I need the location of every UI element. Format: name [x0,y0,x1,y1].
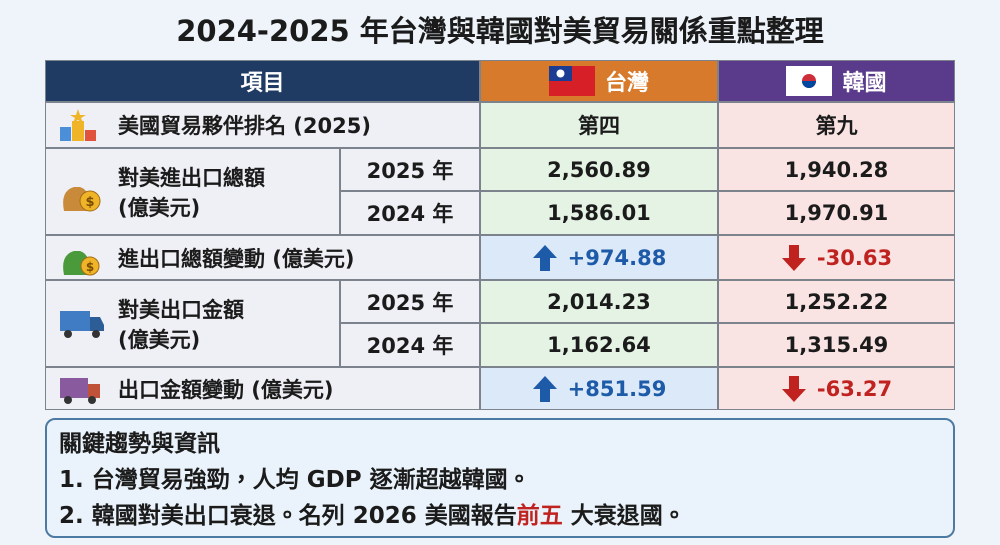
note-item: 1. 台灣貿易強勁，人均 GDP 逐漸超越韓國。 [59,462,941,498]
row-label: $ 對美進出口總額 (億美元) [45,148,340,235]
change-value: -63.27 [816,376,893,401]
icon-money-green: $ [63,250,100,275]
taiwan-change: +974.88 [480,235,718,280]
label-text: 出口金額變動 (億美元) [118,377,334,402]
year: 2025 年 [340,280,480,323]
korea-change: -30.63 [718,235,955,280]
header-text: 台灣 [604,71,649,96]
year: 2024 年 [340,323,480,367]
korea-change: -63.27 [718,367,955,410]
taiwan-value: 2,560.89 [480,148,718,191]
change-value: +974.88 [567,245,667,270]
korea-value: 1,940.28 [718,148,955,191]
row-label: 對美出口金額 (億美元) [45,280,340,367]
header-item: 項目 [45,60,480,102]
change-value: -30.63 [816,245,893,270]
icon-podium [60,109,96,141]
notes-box: 關鍵趨勢與資訊 1. 台灣貿易強勁，人均 GDP 逐漸超越韓國。 2. 韓國對美… [45,418,955,538]
year: 2025 年 [340,148,480,191]
korea-value: 第九 [718,102,955,148]
row-label: 美國貿易夥伴排名 (2025) [45,102,480,148]
icon-truck [60,311,104,338]
header-taiwan: 台灣 [480,60,718,102]
note-text: 大衰退國。 [570,503,686,529]
svg-text:$: $ [86,260,94,274]
note-highlight: 前五 [516,503,563,529]
svg-text:$: $ [85,195,94,210]
flag-taiwan [548,66,595,96]
header-text: 韓國 [842,71,887,96]
korea-value: 1,315.49 [718,323,955,367]
label-text: 進出口總額變動 (億美元) [118,246,355,271]
notes-title: 關鍵趨勢與資訊 [59,431,220,457]
label-text: (億美元) [118,327,201,352]
row-label: 出口金額變動 (億美元) [45,367,480,410]
icon-money: $ [63,187,101,212]
note-item: 2. 韓國對美出口衰退。名列 2026 美國報告前五 大衰退國。 [59,498,941,534]
taiwan-value: 第四 [480,102,718,148]
taiwan-value: 1,586.01 [480,191,718,235]
korea-value: 1,970.91 [718,191,955,235]
arrow-up [532,375,557,402]
note-text: 1. 台灣貿易強勁，人均 GDP 逐漸超越韓國。 [59,467,531,493]
label-text: 對美出口金額 [118,297,244,322]
arrow-down [781,375,806,402]
taiwan-value: 2,014.23 [480,280,718,323]
year: 2024 年 [340,191,480,235]
label-text: 美國貿易夥伴排名 (2025) [118,114,371,138]
flag-korea [786,66,833,96]
korea-value: 1,252.22 [718,280,955,323]
label-text: 對美進出口總額 [118,165,265,190]
header-korea: 韓國 [718,60,955,102]
change-value: +851.59 [567,376,667,401]
taiwan-change: +851.59 [480,367,718,410]
arrow-up [532,244,557,271]
row-label: $ 進出口總額變動 (億美元) [45,235,480,280]
title: 2024-2025 年台灣與韓國對美貿易關係重點整理 [176,14,824,48]
icon-box-truck [60,377,100,404]
label-text: (億美元) [118,195,201,220]
taiwan-value: 1,162.64 [480,323,718,367]
arrow-down [781,244,806,271]
note-text: 2. 韓國對美出口衰退。名列 2026 美國報告 [59,503,517,529]
